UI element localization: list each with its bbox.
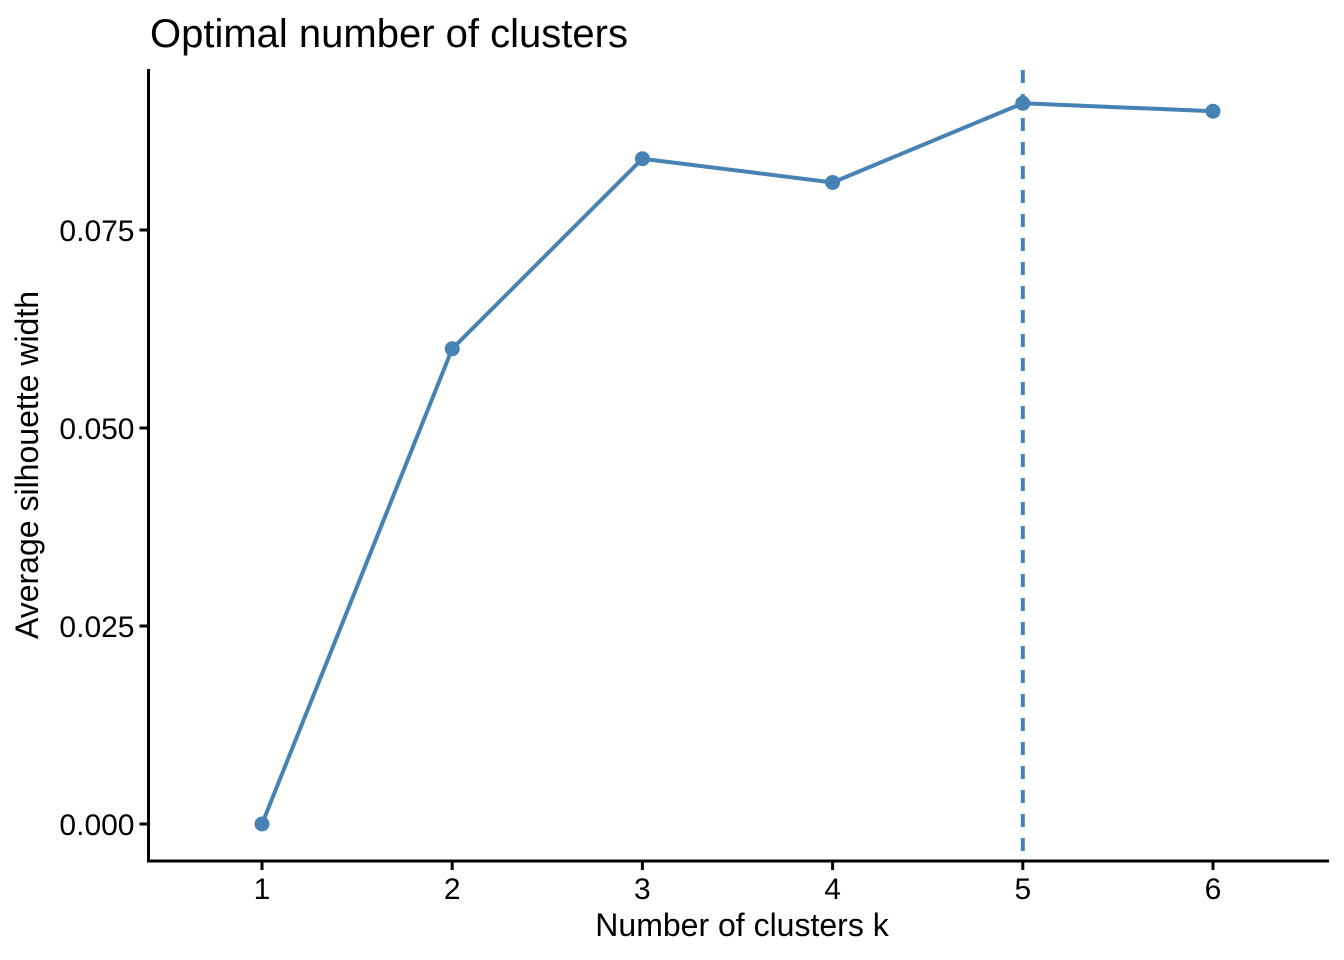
data-point: [825, 174, 841, 190]
y-axis-title: Average silhouette width: [9, 291, 45, 639]
silhouette-line: [260, 101, 1215, 826]
y-tick-label: 0.000: [59, 809, 134, 842]
x-axis-title: Number of clusters k: [595, 907, 889, 943]
y-tick-label: 0.075: [59, 215, 134, 248]
plot-area: [254, 70, 1221, 860]
data-point: [1015, 95, 1031, 111]
x-tick-label: 3: [634, 873, 651, 906]
data-point: [1205, 103, 1221, 119]
y-axis-ticks: 0.000 0.025 0.050 0.075: [59, 215, 149, 842]
data-point: [254, 816, 270, 832]
x-tick-label: 4: [824, 873, 841, 906]
x-tick-label: 6: [1205, 873, 1222, 906]
x-tick-label: 1: [254, 873, 271, 906]
x-tick-label: 2: [444, 873, 461, 906]
chart-title: Optimal number of clusters: [150, 12, 628, 56]
x-axis-ticks: 1 2 3 4 5 6: [254, 861, 1222, 906]
y-tick-label: 0.025: [59, 611, 134, 644]
data-point: [444, 341, 460, 357]
data-point: [634, 151, 650, 167]
y-tick-label: 0.050: [59, 413, 134, 446]
x-tick-label: 5: [1014, 873, 1031, 906]
